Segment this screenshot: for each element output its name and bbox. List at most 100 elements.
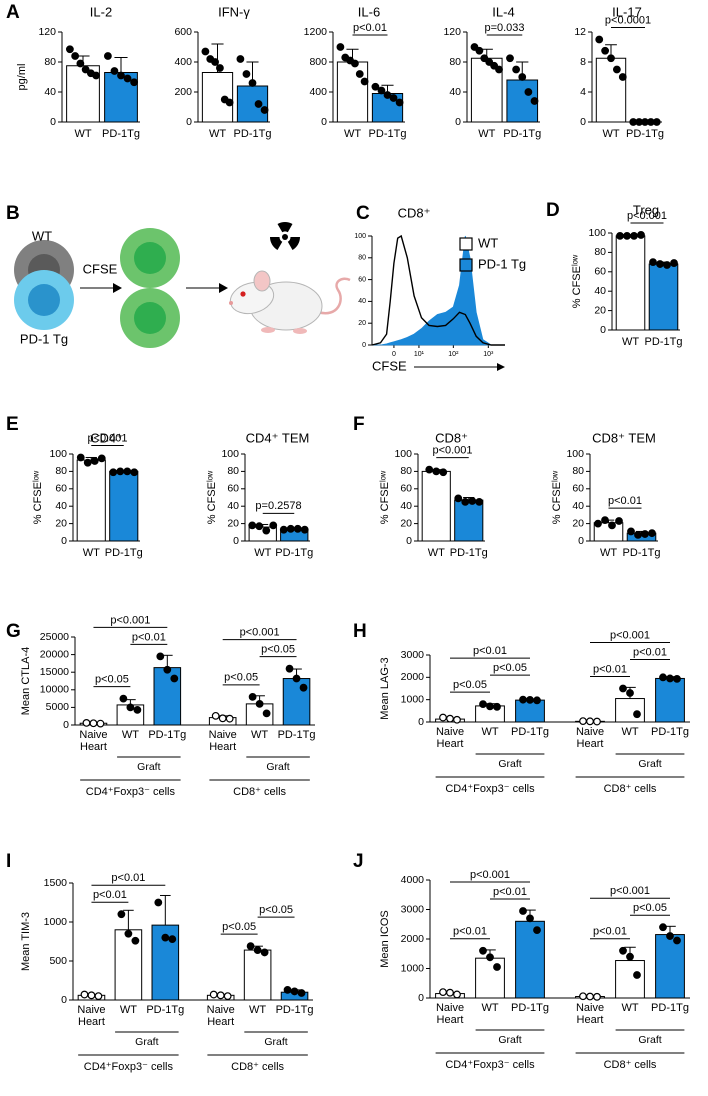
significance-label: p<0.001 [240,627,280,639]
y-tick-label: 40 [594,285,606,297]
y-tick-label: 20 [227,517,239,529]
data-point [446,988,454,997]
arrowhead [113,283,122,293]
x-tick-label: WT [83,547,100,559]
significance-label: p<0.001 [610,629,650,641]
y-tick-label: 80 [594,246,606,258]
x-tick-label: WT [254,547,271,559]
x-tick-label: PD-1Tg [503,128,541,140]
x-tick-label: WT [344,128,361,140]
data-point [109,468,118,477]
y-tick-label: 20000 [40,648,69,660]
y-axis-label: % CFSEˡᵒʷ [206,470,218,524]
panel-label: G [6,621,21,642]
y-tick-label: 120 [443,26,461,38]
data-point [468,497,477,505]
significance-label: p<0.01 [493,886,527,898]
data-point [461,497,470,506]
y-tick-label: 40 [44,86,56,98]
data-point [506,54,514,63]
data-point [117,910,126,919]
significance-label: p<0.001 [610,885,650,897]
significance-label: p<0.01 [473,645,507,657]
x-tick-label: PD-1Tg [275,547,313,559]
data-point [526,914,534,923]
data-point [533,926,541,935]
data-point [285,664,294,673]
bar [236,85,269,123]
x-tick-label-box: Naive Heart [576,1002,604,1026]
data-point [156,652,165,661]
y-tick-label: 100 [588,227,606,239]
significance-label: p<0.01 [353,22,387,34]
y-tick-label: 3000 [401,649,425,661]
x-tick-label-box: PD-1Tg [148,729,186,741]
y-tick-label: 80 [449,56,461,68]
data-point [446,714,454,723]
x-tick-label: PD-1Tg [146,1004,185,1016]
subgroup-label: Graft [137,761,160,773]
x-tick-label: Naive Heart [79,729,108,753]
significance-label: p<0.01 [453,926,487,938]
data-point [236,55,245,63]
radiation-center [282,234,288,240]
significance-label: p=0.033 [484,22,524,34]
y-tick-label: 0 [233,535,239,547]
data-point [116,467,125,476]
y-axis-label: Mean ICOS [379,910,391,967]
y-tick-label: 60 [594,266,606,278]
y-tick-label: 80 [44,56,56,68]
data-point [524,88,533,96]
data-point [607,54,615,63]
x-tick-label: 10¹ [414,351,425,358]
data-point [286,524,295,533]
data-point [453,715,461,724]
significance-label: p<0.0001 [605,14,651,26]
y-tick-label: 80 [572,465,584,477]
data-point [133,705,142,714]
y-tick-label: 20 [594,304,606,316]
data-point [262,709,271,718]
x-tick-label: Naive Heart [206,1004,235,1028]
data-point [163,665,172,674]
x-tick-label-box: Naive Heart [575,726,605,750]
x-tick-label: WT [249,1004,267,1016]
x-tick-label: WT [428,547,445,559]
radiation-blade [270,237,283,250]
y-tick-label: 100 [394,448,412,460]
data-point [253,946,262,954]
significance-label: p<0.01 [593,663,627,675]
y-tick-label: 40 [572,500,584,512]
x-tick-label: WT [600,547,617,559]
y-tick-label: 0 [406,535,412,547]
x-tick-label-box: WT [119,1004,137,1016]
significance-label: p<0.01 [633,646,667,658]
data-point [218,714,227,723]
x-tick-label-box: WT [249,1004,267,1016]
data-point [168,935,177,944]
data-point [211,58,219,66]
bar [475,957,505,999]
x-tick-label: PD-1Tg [651,726,689,738]
data-point [130,78,139,87]
data-point [94,992,103,1000]
panel-label: C [356,203,370,224]
x-tick-label: WT [602,128,619,140]
y-tick-label: 60 [572,483,584,495]
y-tick-label: 800 [309,56,327,68]
y-tick-label: 0 [61,535,67,547]
data-point [454,494,463,503]
legend-swatch [459,237,473,251]
data-point [103,52,112,60]
group-label: CD8⁺ cells [604,783,657,795]
x-tick-label: Naive Heart [575,726,605,750]
data-point [475,497,484,506]
data-point [87,991,96,1000]
significance-label: p<0.01 [593,926,627,938]
x-tick-label-box: PD-1Tg [511,726,549,738]
x-tick-label: PD-1Tg [651,1002,689,1014]
y-tick-label: 0 [600,324,606,336]
x-tick-label: WT [478,128,495,140]
x-tick-label: WT [119,1004,137,1016]
y-tick-label: 200 [174,86,192,98]
